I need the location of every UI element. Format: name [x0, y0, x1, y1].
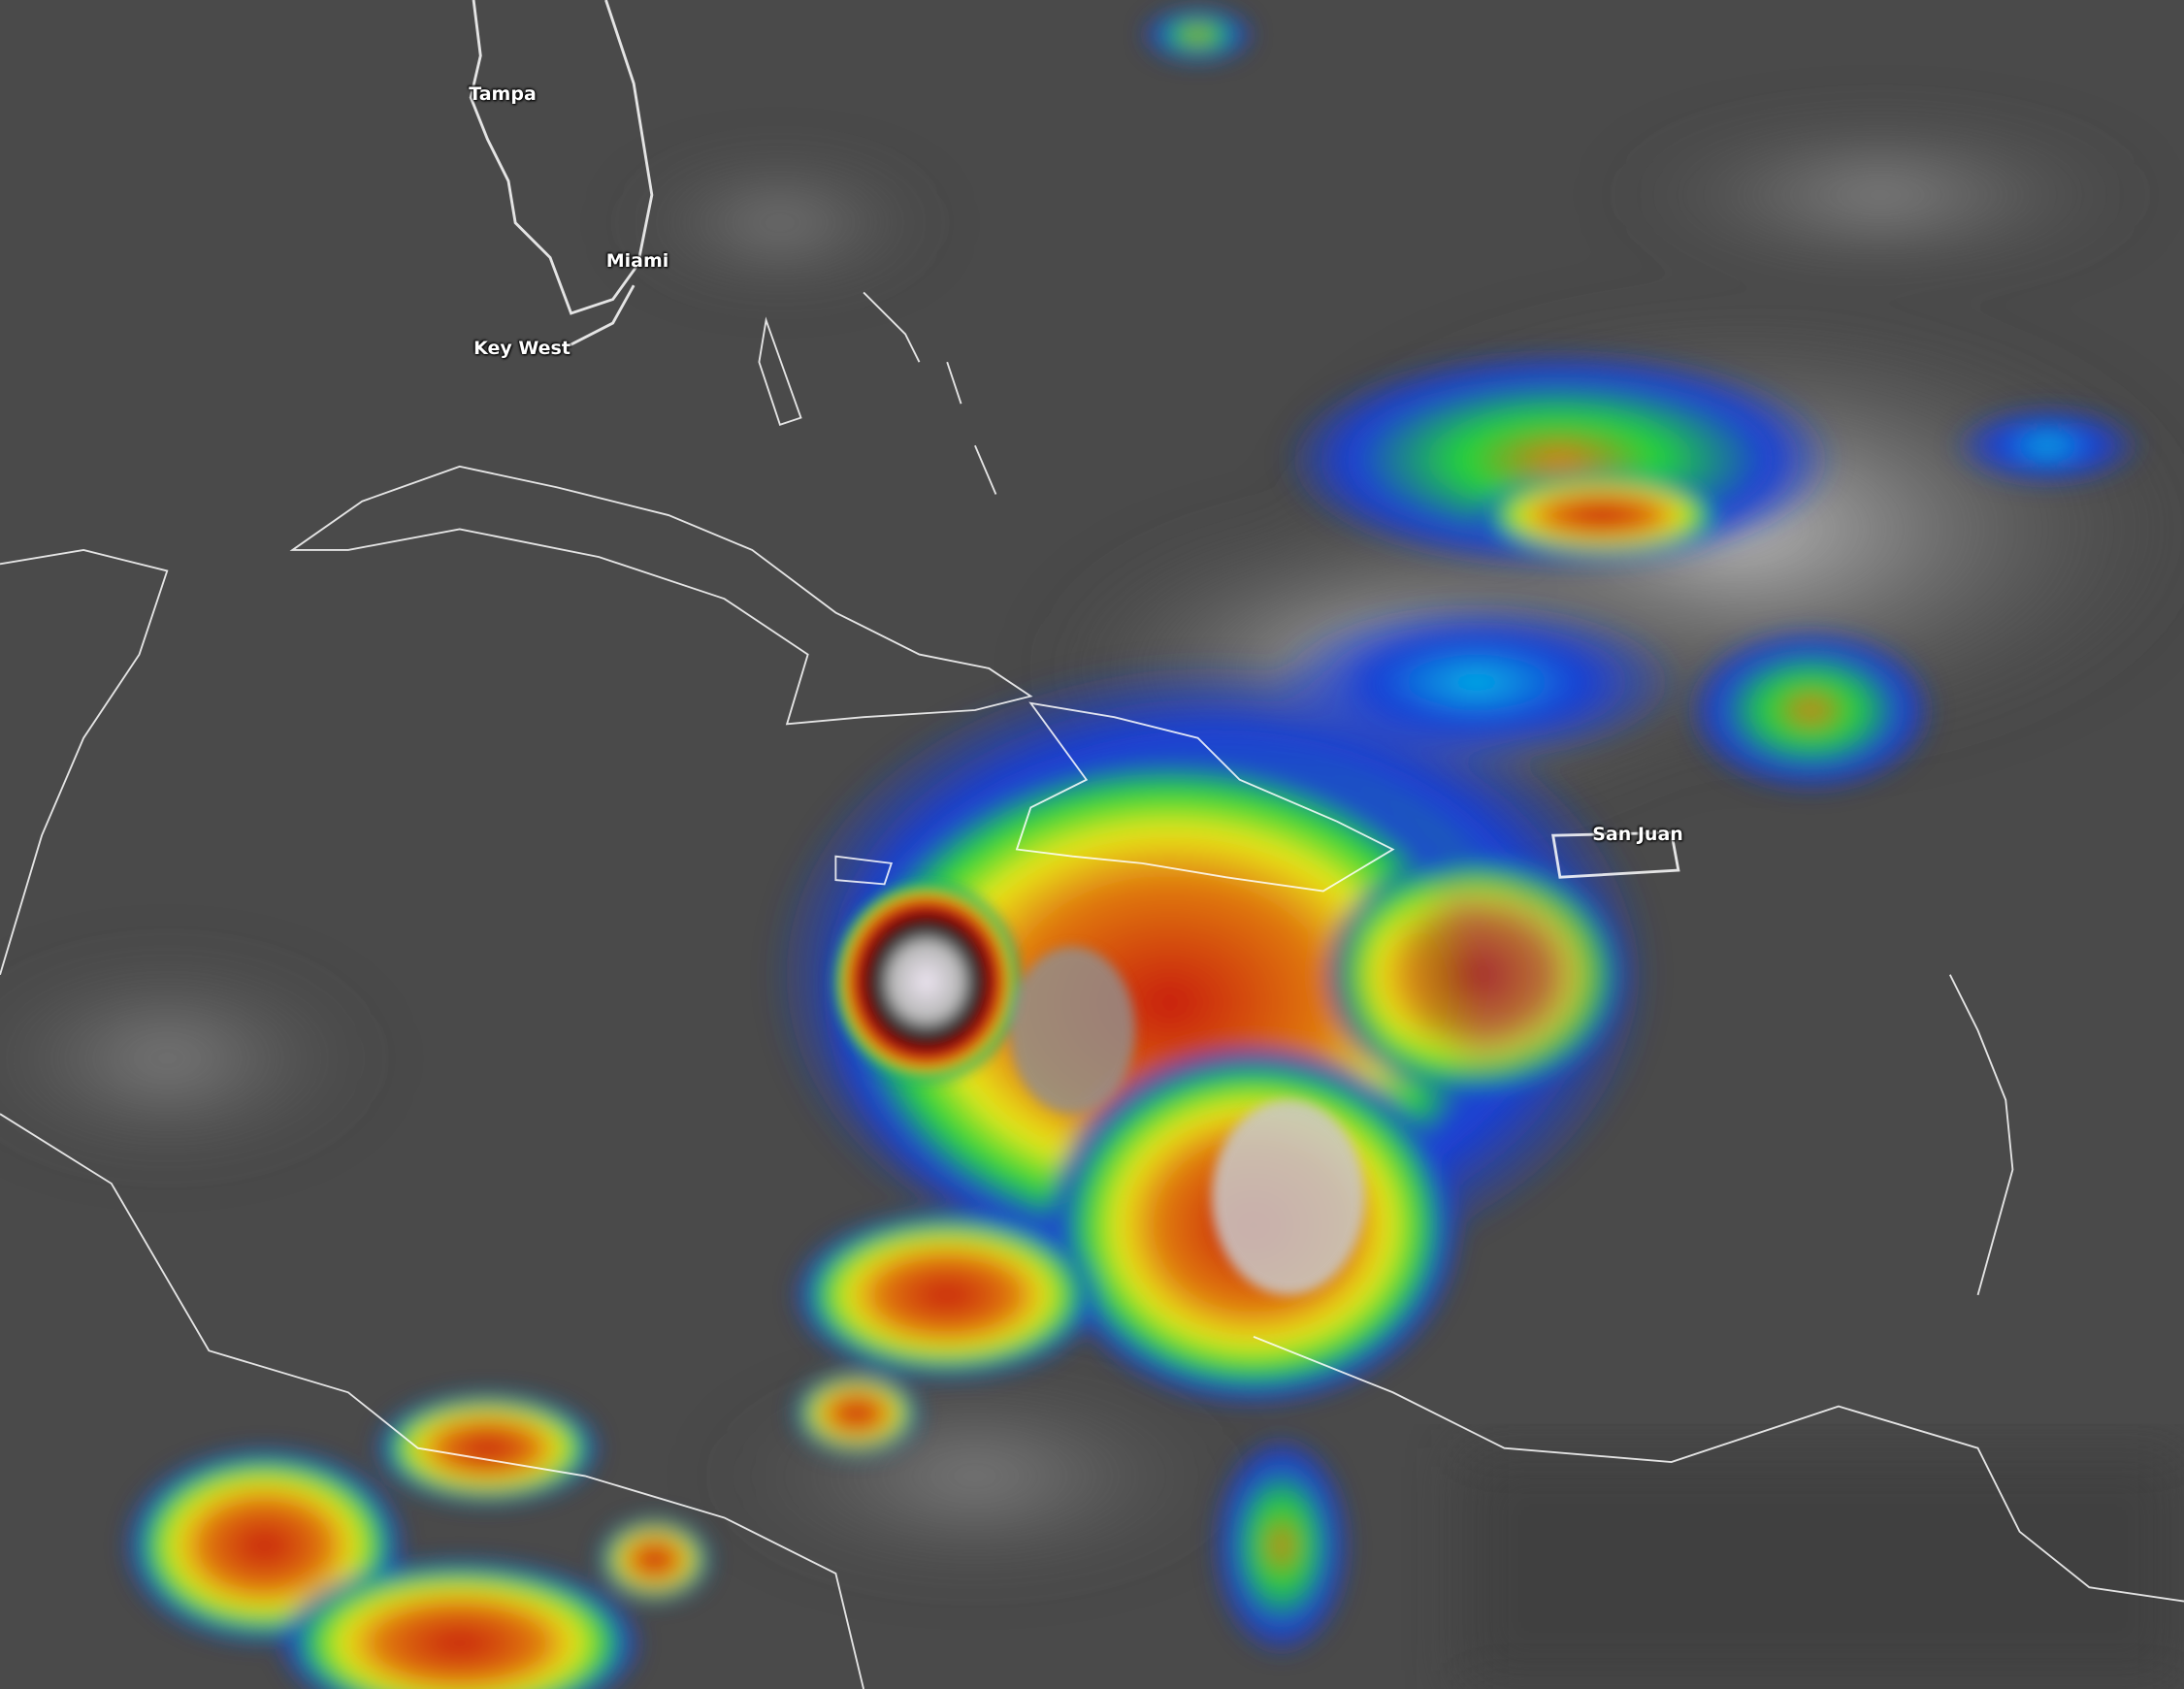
- city-label-tampa: Tampa: [469, 83, 537, 105]
- central-america-coastline: [0, 548, 864, 1689]
- city-label-san-juan: San Juan: [1592, 824, 1683, 845]
- city-label-key-west: Key West: [473, 338, 570, 359]
- lesser-antilles: [1948, 974, 2014, 1296]
- cuba-coastline: [289, 465, 1033, 726]
- florida-keys: [563, 284, 636, 350]
- bahamas-coastline: [758, 291, 997, 495]
- puerto-rico-coastline: [1550, 830, 1680, 879]
- south-america-coastline: [1253, 1336, 2184, 1603]
- hispaniola-coastline: [1015, 701, 1395, 893]
- city-label-miami: Miami: [605, 250, 669, 272]
- florida-coastline: [469, 0, 654, 315]
- jamaica-coastline: [834, 855, 894, 886]
- storm-eye-region: [829, 877, 1025, 1087]
